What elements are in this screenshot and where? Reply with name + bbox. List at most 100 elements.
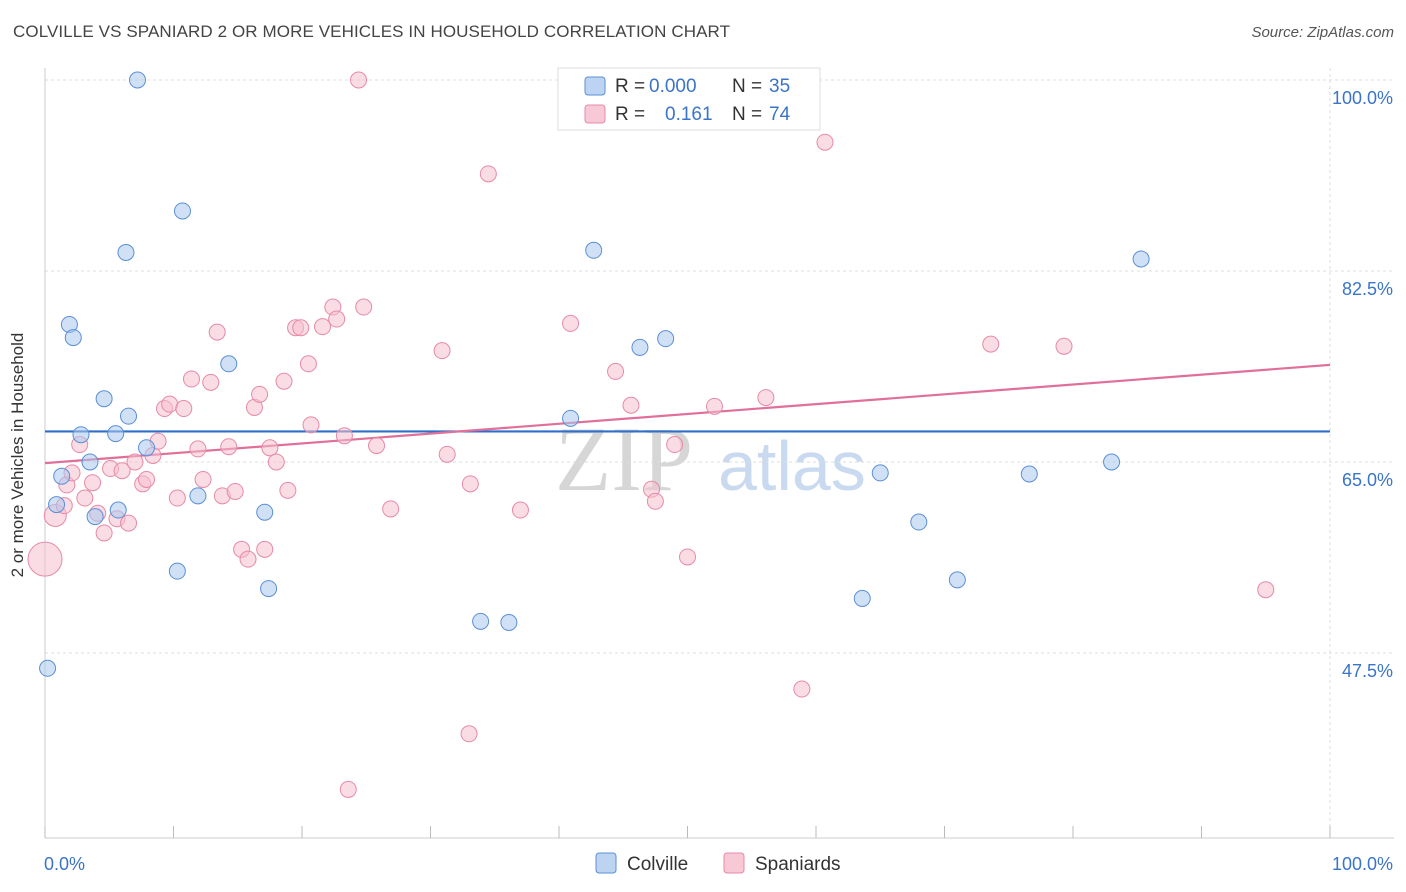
colville-point [86,508,104,526]
legend-n-label: N = [732,104,762,125]
legend-n-value: 74 [769,104,791,125]
spaniards-point [328,310,346,328]
colville-point [1132,250,1150,268]
spaniards-point [138,470,156,488]
colville-point [1020,465,1038,483]
bottom-legend-colville: Colville [627,854,688,875]
colville-point [220,355,238,373]
colville-point [189,487,207,505]
legend-n-label: N = [732,76,762,97]
spaniards-point [350,71,368,89]
colville-point [871,464,889,482]
colville-point [853,589,871,607]
legend-swatch-colville [584,76,606,96]
spaniards-point [27,541,63,577]
spaniards-point [433,342,451,360]
spaniards-point [1257,581,1275,599]
bottom-legend-swatch-colville [595,852,617,874]
legend-swatch-spaniards [584,104,606,124]
colville-point [260,580,278,598]
spaniards-point [622,396,640,414]
colville-point [657,330,675,348]
spaniards-point [168,489,186,507]
spaniards-point [607,362,625,380]
y-axis-label: 2 or more Vehicles in Household [8,332,27,578]
colville-point [48,496,66,514]
spaniards-point [666,436,684,454]
source-note: Source: ZipAtlas.com [1251,24,1394,41]
spaniards-point [292,319,310,337]
spaniards-point [113,462,131,480]
legend-r-label: R = [615,104,645,125]
spaniards-point [1055,337,1073,355]
spaniards-point [202,373,220,391]
colville-point [256,503,274,521]
colville-point [64,329,82,347]
colville-point [53,467,71,485]
spaniards-point [299,355,317,373]
spaniards-point [182,370,200,388]
spaniards-point [261,439,279,457]
y-tick-label: 82.5% [1342,279,1393,299]
series-legend: Colville Spaniards [595,852,841,875]
colville-point [138,439,156,457]
colville-point [472,612,490,630]
colville-point [500,613,518,631]
spaniards-point [461,475,479,493]
y-tick-label: 65.0% [1342,470,1393,490]
watermark-zip: ZIP [555,408,693,510]
spaniards-point [175,400,193,418]
spaniards-point [189,440,207,458]
tick-labels: 100.0% 82.5% 65.0% 47.5% 0.0% 100.0% [44,88,1393,874]
colville-point [129,71,147,89]
spaniards-point [161,395,179,413]
y-tick-label: 47.5% [1342,661,1393,681]
spaniards-point [251,385,269,403]
spaniards-point [126,453,144,471]
spaniards-point [982,335,1000,353]
colville-point [910,513,928,531]
spaniards-point [511,501,529,519]
bottom-legend-swatch-spaniards [723,852,745,874]
axes [44,68,1394,839]
x-tick-label: 100.0% [1332,854,1393,874]
spaniards-point [562,314,580,332]
colville-point [117,243,135,261]
spaniards-point [816,133,834,151]
spaniards-point [208,323,226,341]
spaniards-point [220,438,238,456]
spaniards-point [314,318,332,336]
spaniards-point [460,725,478,743]
watermark-atlas: atlas [718,427,866,505]
spaniards-point [84,474,102,492]
legend-n-value: 35 [769,76,790,97]
colville-point [107,425,125,443]
spaniards-point [382,500,400,518]
spaniards-point [793,680,811,698]
spaniards-point [335,427,353,445]
spaniards-point [120,514,138,532]
spaniards-point [302,416,320,434]
spaniards-point [355,298,373,316]
spaniards-point [339,780,357,798]
spaniards-point [194,470,212,488]
trend-lines [44,363,1331,465]
spaniards-point [95,524,113,542]
spaniards-trend-line [44,363,1331,465]
stats-legend: R = 0.000 N = 35 R = 0.161 N = 74 [557,67,821,131]
spaniards-point [279,481,297,499]
colville-point [585,241,603,259]
spaniards-point [76,489,94,507]
colville-point [1103,453,1121,471]
x-tick-label: 0.0% [44,854,85,874]
spaniards-point [679,548,696,566]
legend-r-label: R = [615,76,645,97]
bottom-legend-spaniards: Spaniards [755,854,841,875]
spaniards-point [705,397,723,415]
spaniards-point [239,550,257,568]
spaniards-point [757,389,775,407]
colville-point [81,453,99,471]
colville-point [72,426,90,444]
spaniards-point [479,165,497,183]
legend-r-value: 0.000 [649,76,697,97]
